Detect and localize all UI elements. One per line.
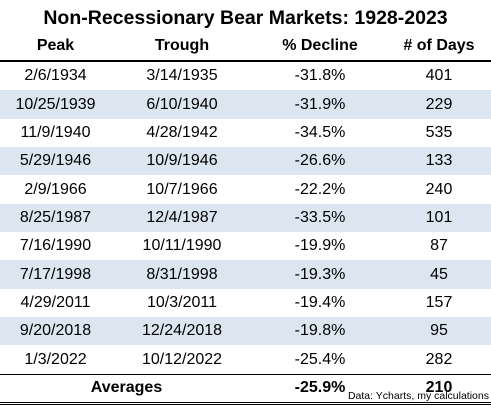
days-cell: 133 [387,147,491,176]
trough-cell: 4/28/1942 [146,123,218,141]
days-cell: 240 [425,180,453,198]
header-trough: Trough [111,32,253,62]
decline-cell: -22.2% [294,180,346,198]
average-decline: -25.9% [253,373,387,405]
table-row: 4/29/2011 10/3/2011 -19.4% 157 [0,289,491,317]
table-body: 2/6/1934 3/14/1935 -31.8% 401 10/25/1939… [0,61,491,374]
decline-cell: -34.5% [294,123,346,141]
table-row: 8/25/1987 12/4/1987 -33.5% 101 [0,203,491,233]
trough-cell: 10/3/2011 [147,293,217,311]
table-row: 9/20/2018 12/24/2018 -19.8% 95 [0,317,491,346]
peak-cell: 2/9/1966 [24,180,87,198]
decline-cell: -31.9% [253,90,387,119]
table-row: 7/16/1990 10/11/1990 -19.9% 87 [0,232,491,260]
days-cell: 229 [387,90,491,119]
trough-cell: 10/11/1990 [142,237,222,255]
peak-cell: 5/29/1946 [0,147,111,176]
header-days: # of Days [387,32,491,62]
table-row: 1/3/2022 10/12/2022 -25.4% 282 [0,345,491,374]
averages-label: Averages [0,373,253,405]
trough-cell: 3/14/1935 [146,67,218,85]
decline-cell: -19.3% [253,260,387,289]
table-row: 2/9/1966 10/7/1966 -22.2% 240 [0,175,491,203]
trough-cell: 12/4/1987 [111,203,253,233]
days-cell: 535 [425,123,453,141]
header-decline: % Decline [253,32,387,62]
table-row: 7/17/1998 8/31/1998 -19.3% 45 [0,260,491,289]
averages-row: Averages -25.9% 210 [0,373,491,405]
trough-cell: 10/7/1966 [146,180,218,198]
peak-cell: 1/3/2022 [24,350,87,368]
trough-cell: 8/31/1998 [111,260,253,289]
decline-cell: -19.8% [253,317,387,346]
days-cell: 282 [425,350,453,368]
trough-cell: 12/24/2018 [111,317,253,346]
days-cell: 45 [387,260,491,289]
trough-cell: 10/12/2022 [141,350,223,368]
peak-cell: 7/17/1998 [0,260,111,289]
peak-cell: 4/29/2011 [20,293,91,311]
decline-cell: -31.8% [294,67,346,85]
peak-cell: 10/25/1939 [0,90,111,119]
decline-cell: -19.4% [294,293,346,311]
trough-cell: 6/10/1940 [111,90,253,119]
days-cell: 95 [387,317,491,346]
table-row: 10/25/1939 6/10/1940 -31.9% 229 [0,90,491,119]
days-cell: 87 [430,237,448,255]
peak-cell: 9/20/2018 [0,317,111,346]
average-days: 210 [387,373,491,405]
table-row: 11/9/1940 4/28/1942 -34.5% 535 [0,119,491,147]
decline-cell: -33.5% [253,203,387,233]
chart-title: Non-Recessionary Bear Markets: 1928-2023 [43,7,448,29]
bear-markets-table: Peak Trough % Decline # of Days 2/6/1934… [0,32,491,405]
peak-cell: 8/25/1987 [0,203,111,233]
header-row: Peak Trough % Decline # of Days [0,32,491,62]
table-row: 2/6/1934 3/14/1935 -31.8% 401 [0,61,491,90]
decline-cell: -25.4% [294,350,346,368]
peak-cell: 11/9/1940 [20,123,91,141]
table-row: 5/29/1946 10/9/1946 -26.6% 133 [0,147,491,176]
decline-cell: -26.6% [253,147,387,176]
peak-cell: 7/16/1990 [19,237,92,255]
days-cell: 157 [425,293,453,311]
peak-cell: 2/6/1934 [24,67,87,85]
days-cell: 401 [425,67,453,85]
source-note: Data: Ycharts, my calculations [347,390,489,402]
header-peak: Peak [0,32,111,62]
days-cell: 101 [387,203,491,233]
decline-cell: -19.9% [294,237,346,255]
trough-cell: 10/9/1946 [111,147,253,176]
